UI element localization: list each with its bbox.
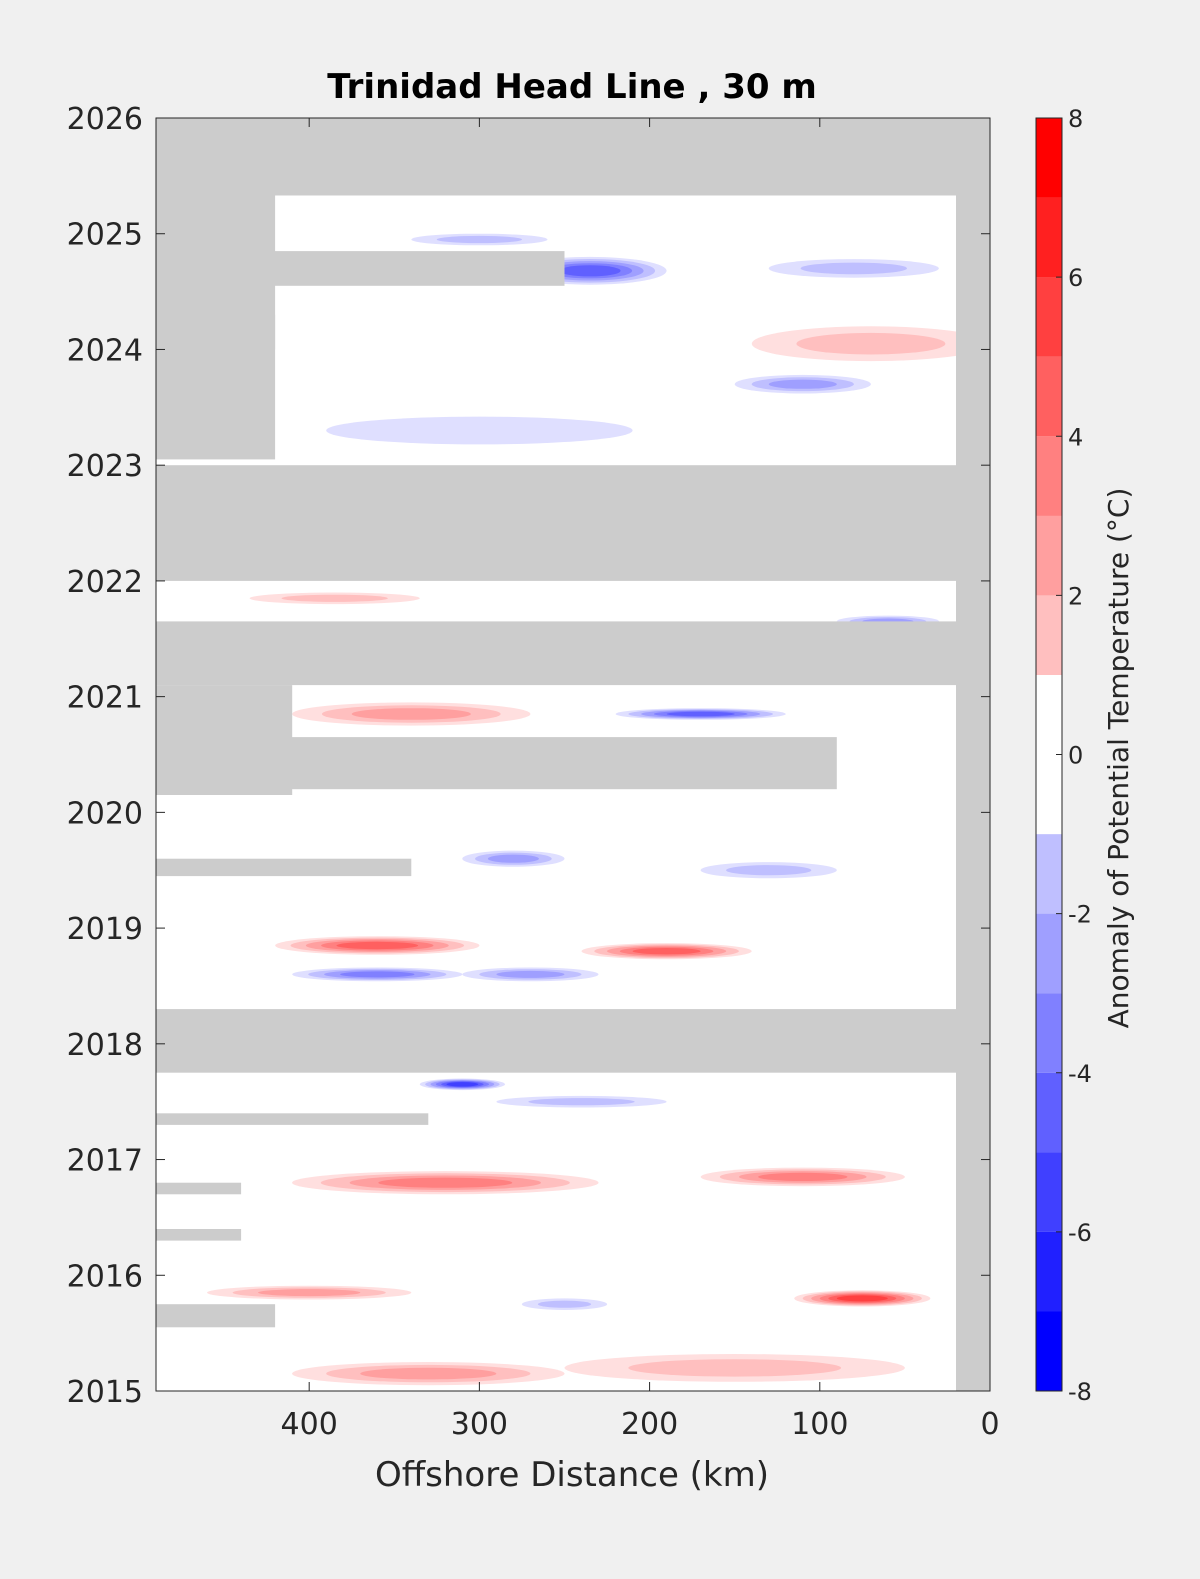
anomaly-contour <box>326 416 633 445</box>
y-tick-label: 2017 <box>67 1144 143 1179</box>
anomaly-contour <box>336 941 419 950</box>
y-tick-label: 2019 <box>67 912 143 947</box>
y-tick-label: 2020 <box>67 796 143 831</box>
no-data-band <box>156 1304 276 1328</box>
anomaly-contour <box>836 1295 888 1302</box>
y-tick-label: 2025 <box>67 218 143 253</box>
x-tick-label: 200 <box>621 1407 678 1442</box>
colorbar-segment <box>1036 1072 1062 1153</box>
y-tick-label: 2022 <box>67 565 143 600</box>
anomaly-contour <box>446 1082 479 1087</box>
anomaly-contour <box>559 265 621 277</box>
colorbar-label: Anomaly of Potential Temperature (°C) <box>1102 488 1135 1029</box>
x-tick-label: 300 <box>451 1407 508 1442</box>
colorbar-segment <box>1036 993 1062 1073</box>
colorbar-tick-label: -8 <box>1068 1378 1092 1406</box>
colorbar-segment <box>1036 1152 1062 1232</box>
no-data-band <box>156 465 990 581</box>
x-tick-label: 100 <box>791 1407 848 1442</box>
anomaly-contour <box>632 948 701 955</box>
y-tick-label: 2023 <box>67 449 143 484</box>
anomaly-contour <box>351 708 471 720</box>
colorbar-segment <box>1036 1311 1062 1391</box>
colorbar-segment <box>1036 754 1062 835</box>
anomaly-contour <box>258 1289 361 1297</box>
colorbar-tick-label: 6 <box>1068 264 1083 292</box>
anomaly-contour <box>800 262 907 275</box>
anomaly-contour <box>796 332 946 355</box>
no-data-band <box>156 858 412 877</box>
colorbar-segment <box>1036 436 1062 516</box>
colorbar-tick-label: 8 <box>1068 105 1083 133</box>
anomaly-contour <box>281 594 388 602</box>
colorbar-segment <box>1036 1231 1062 1312</box>
anomaly-contour <box>758 1172 848 1181</box>
colorbar-segment <box>1036 674 1062 755</box>
colorbar-segment <box>1036 913 1062 994</box>
y-tick-label: 2016 <box>67 1259 143 1294</box>
no-data-band <box>156 1113 429 1125</box>
anomaly-contour <box>528 1098 635 1106</box>
colorbar-segment <box>1036 834 1062 914</box>
x-tick-label: 400 <box>281 1407 338 1442</box>
no-data-band <box>156 1229 242 1241</box>
anomaly-contour <box>436 235 522 244</box>
y-tick-label: 2024 <box>67 333 143 368</box>
plot-frame <box>155 117 991 1392</box>
chart-title: Trinidad Head Line , 30 m <box>327 67 817 107</box>
no-data-band <box>156 1009 990 1073</box>
x-axis-label: Offshore Distance (km) <box>375 1455 769 1495</box>
no-data-band <box>156 251 565 286</box>
colorbar-segment <box>1036 515 1062 596</box>
y-tick-label: 2026 <box>67 102 143 137</box>
anomaly-contour <box>628 1359 842 1377</box>
colorbar-segment <box>1036 356 1062 437</box>
colorbar-tick-label: 4 <box>1068 423 1083 451</box>
anomaly-contour <box>487 854 539 863</box>
y-tick-label: 2021 <box>67 681 143 716</box>
anomaly-contour <box>340 971 415 978</box>
colorbar-tick-label: -4 <box>1068 1060 1092 1088</box>
x-tick-label: 0 <box>980 1407 999 1442</box>
anomaly-contour <box>768 379 837 389</box>
no-data-band <box>156 737 837 790</box>
anomaly-contour <box>360 1367 497 1380</box>
colorbar-segment <box>1036 118 1062 198</box>
anomaly-contour <box>496 970 565 978</box>
colorbar-segment <box>1036 277 1062 357</box>
y-tick-label: 2015 <box>67 1375 143 1410</box>
colorbar-segment <box>1036 595 1062 675</box>
no-data-band <box>956 118 990 1391</box>
y-tick-label: 2018 <box>67 1028 143 1063</box>
anomaly-contour <box>537 1300 592 1308</box>
colorbar-segment <box>1036 197 1062 278</box>
anomaly-contour <box>726 865 812 876</box>
no-data-band <box>156 1182 242 1195</box>
colorbar-tick-label: -2 <box>1068 901 1092 929</box>
anomaly-contour <box>666 711 735 717</box>
colorbar-tick-label: -6 <box>1068 1219 1092 1247</box>
anomaly-contour <box>378 1177 513 1188</box>
colorbar-tick-label: 2 <box>1068 582 1083 610</box>
no-data-band <box>156 314 276 350</box>
colorbar-tick-label: 0 <box>1068 742 1083 770</box>
no-data-band <box>156 118 990 196</box>
no-data-band <box>156 621 990 686</box>
plot-content <box>156 118 990 1391</box>
